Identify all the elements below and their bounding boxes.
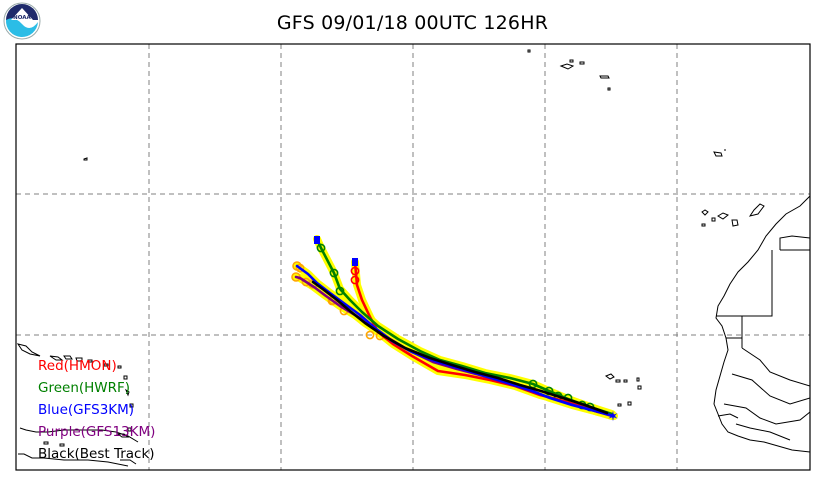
orange-marker (365, 330, 375, 340)
legend-item-hwrf: Green(HWRF) (38, 380, 131, 396)
storm-tracks: ✶ (291, 235, 619, 425)
legend-item-best-track: Black(Best Track) (38, 446, 155, 462)
hwrf-marker (316, 243, 326, 253)
logo-text: NOAA (13, 15, 31, 21)
orange-marker (295, 263, 305, 273)
noaa-logo: NOAA (3, 2, 41, 40)
legend-item-hmon: Red(HMON) (38, 358, 117, 374)
cape-verde-islands (604, 373, 642, 407)
madeira (713, 149, 726, 157)
track-end-marker-blue (314, 236, 320, 244)
map-frame (15, 43, 811, 471)
track-highlight-1 (313, 235, 616, 418)
bermuda (83, 157, 88, 161)
azores (527, 49, 611, 91)
orange-marker (301, 277, 311, 287)
africa-coastline (713, 195, 810, 453)
legend-item-gfs13km: Purple(GFS13KM) (38, 424, 156, 440)
track-hwrf (315, 237, 614, 416)
coastlines (16, 49, 810, 467)
track-end-marker-blue (352, 258, 358, 266)
map-grid (16, 44, 810, 470)
africa-borders (716, 235, 810, 441)
map-title: GFS 09/01/18 00UTC 126HR (276, 12, 549, 34)
storm-origin-star-icon: ✶ (607, 409, 619, 425)
legend-item-gfs3km: Blue(GFS3KM) (38, 402, 135, 418)
canary-islands (701, 203, 765, 227)
caribbean-islands (16, 343, 139, 467)
track-best-track (311, 280, 609, 415)
